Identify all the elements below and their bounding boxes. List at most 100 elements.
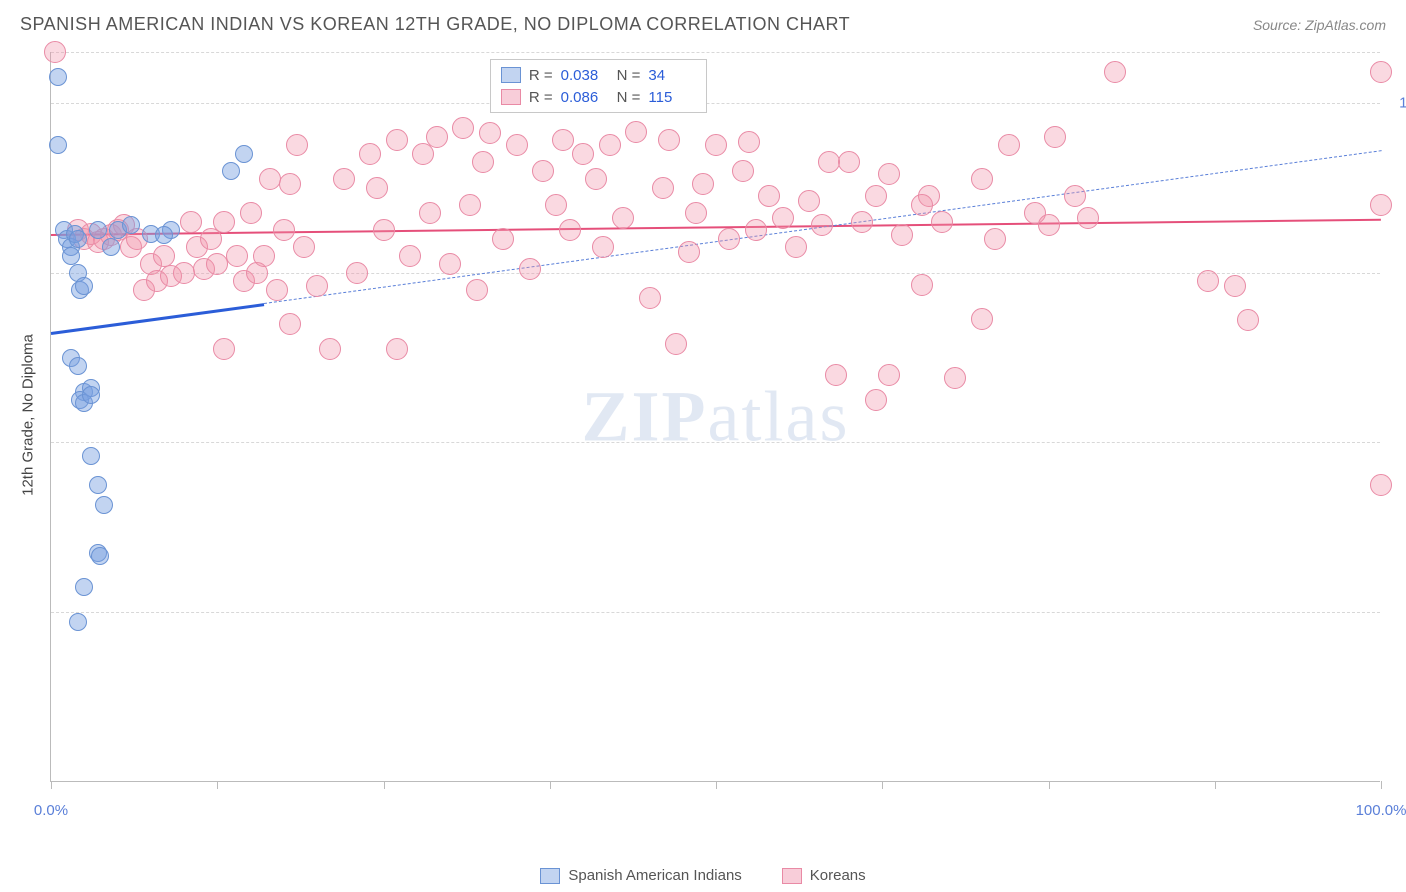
source-attribution: Source: ZipAtlas.com [1253, 17, 1386, 33]
scatter-point-pink [545, 194, 567, 216]
scatter-point-pink [639, 287, 661, 309]
title-bar: SPANISH AMERICAN INDIAN VS KOREAN 12TH G… [20, 14, 1386, 35]
x-tick [51, 781, 52, 789]
gridline-h [51, 103, 1380, 104]
legend-swatch-blue [501, 67, 521, 83]
scatter-point-pink [466, 279, 488, 301]
x-tick-label: 100.0% [1356, 802, 1406, 819]
scatter-point-pink [658, 129, 680, 151]
scatter-point-pink [346, 262, 368, 284]
scatter-point-pink [206, 253, 228, 275]
scatter-point-pink [652, 177, 674, 199]
scatter-point-pink [911, 194, 933, 216]
scatter-point-pink [1370, 194, 1392, 216]
scatter-point-pink [1197, 270, 1219, 292]
scatter-point-pink [439, 253, 461, 275]
scatter-point-pink [1044, 126, 1066, 148]
scatter-point-pink [259, 168, 281, 190]
scatter-point-pink [333, 168, 355, 190]
scatter-point-pink [612, 207, 634, 229]
scatter-point-pink [293, 236, 315, 258]
legend-r-value: 0.086 [561, 89, 609, 106]
legend-n-value: 34 [648, 67, 696, 84]
scatter-point-pink [705, 134, 727, 156]
scatter-point-blue [235, 145, 253, 163]
scatter-point-pink [506, 134, 528, 156]
gridline-h [51, 442, 1380, 443]
bottom-legend: Spanish American Indians Koreans [0, 867, 1406, 884]
scatter-point-pink [519, 258, 541, 280]
watermark-rest: atlas [708, 376, 850, 456]
y-tick-label: 80.0% [1390, 434, 1406, 451]
scatter-point-pink [891, 224, 913, 246]
scatter-point-pink [732, 160, 754, 182]
scatter-point-blue [91, 547, 109, 565]
scatter-point-pink [878, 163, 900, 185]
scatter-point-pink [625, 121, 647, 143]
scatter-point-pink [798, 190, 820, 212]
gridline-h [51, 612, 1380, 613]
scatter-point-pink [971, 168, 993, 190]
scatter-point-pink [153, 245, 175, 267]
scatter-point-blue [62, 247, 80, 265]
y-axis-label: 12th Grade, No Diploma [20, 334, 37, 496]
scatter-point-pink [692, 173, 714, 195]
x-tick [1381, 781, 1382, 789]
legend-n-label: N = [617, 89, 641, 106]
scatter-point-pink [758, 185, 780, 207]
x-tick [882, 781, 883, 789]
scatter-point-pink [492, 228, 514, 250]
stats-legend: R =0.038N =34R =0.086N =115 [490, 59, 708, 113]
stats-legend-row: R =0.086N =115 [501, 86, 697, 108]
scatter-point-pink [971, 308, 993, 330]
scatter-point-pink [825, 364, 847, 386]
scatter-point-pink [772, 207, 794, 229]
scatter-point-pink [479, 122, 501, 144]
scatter-point-pink [319, 338, 341, 360]
legend-swatch-blue [540, 868, 560, 884]
scatter-plot-area: ZIPatlas 70.0%80.0%90.0%100.0%0.0%100.0%… [50, 52, 1380, 782]
scatter-point-pink [44, 41, 66, 63]
scatter-point-pink [359, 143, 381, 165]
scatter-point-pink [213, 211, 235, 233]
scatter-point-blue [49, 68, 67, 86]
legend-r-label: R = [529, 67, 553, 84]
scatter-point-pink [306, 275, 328, 297]
scatter-point-pink [532, 160, 554, 182]
y-tick-label: 70.0% [1390, 604, 1406, 621]
scatter-point-blue [95, 496, 113, 514]
scatter-point-blue [69, 357, 87, 375]
scatter-point-pink [266, 279, 288, 301]
scatter-point-blue [89, 476, 107, 494]
scatter-point-blue [69, 613, 87, 631]
scatter-point-blue [155, 226, 173, 244]
scatter-point-pink [213, 338, 235, 360]
scatter-point-blue [69, 230, 87, 248]
gridline-h [51, 52, 1380, 53]
legend-label-pink: Koreans [810, 867, 866, 884]
scatter-point-pink [718, 228, 740, 250]
scatter-point-pink [279, 173, 301, 195]
scatter-point-pink [599, 134, 621, 156]
scatter-point-blue [75, 578, 93, 596]
scatter-point-pink [1064, 185, 1086, 207]
scatter-point-pink [665, 333, 687, 355]
scatter-point-pink [273, 219, 295, 241]
scatter-point-pink [865, 389, 887, 411]
scatter-point-pink [459, 194, 481, 216]
scatter-point-pink [1370, 474, 1392, 496]
scatter-point-pink [911, 274, 933, 296]
watermark-bold: ZIP [582, 376, 708, 456]
scatter-point-pink [811, 214, 833, 236]
scatter-point-pink [253, 245, 275, 267]
scatter-point-pink [585, 168, 607, 190]
scatter-point-pink [818, 151, 840, 173]
scatter-point-pink [838, 151, 860, 173]
scatter-point-pink [1077, 207, 1099, 229]
scatter-point-blue [82, 447, 100, 465]
scatter-point-pink [180, 211, 202, 233]
legend-item-pink: Koreans [782, 867, 866, 884]
legend-n-label: N = [617, 67, 641, 84]
scatter-point-pink [678, 241, 700, 263]
legend-r-value: 0.038 [561, 67, 609, 84]
